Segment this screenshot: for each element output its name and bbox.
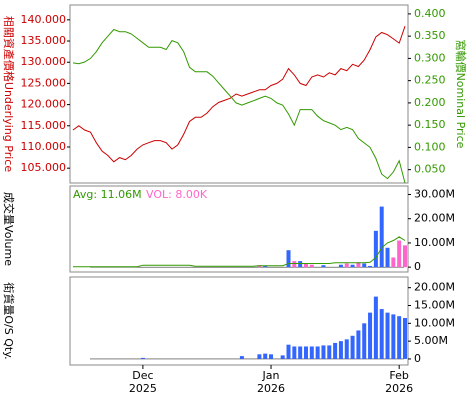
bar [303, 263, 308, 268]
tick-label: 120.000 [21, 98, 67, 111]
tick-label: 10.00M [414, 316, 455, 329]
bar [373, 230, 378, 268]
bar [338, 341, 343, 359]
bar [356, 330, 361, 359]
bar [333, 342, 338, 359]
bar [309, 346, 314, 359]
bar [338, 264, 343, 268]
x-tick-label: Dec [132, 369, 153, 382]
tick-label: 0.200 [414, 96, 446, 109]
bar [362, 263, 367, 268]
panel-frame [69, 4, 409, 184]
tick-label: 0.350 [414, 29, 446, 42]
price-line [72, 28, 406, 184]
axis-title: 街貨量O/S Qty. [2, 282, 16, 359]
bar [403, 245, 407, 268]
tick-label: 0 [414, 260, 421, 273]
bar [344, 263, 349, 268]
bar [263, 353, 268, 359]
axis-title: 窩輪價Nominal Price [454, 40, 468, 149]
tick-label: 0.250 [414, 74, 446, 87]
bar [140, 357, 145, 359]
bar [397, 316, 402, 359]
x-tick-label: 2025 [129, 382, 157, 395]
bar [350, 335, 355, 359]
bar [362, 323, 367, 359]
tick-label: 20.00M [414, 281, 455, 294]
tick-label: 20.00M [414, 212, 455, 225]
tick-label: 125.000 [21, 76, 67, 89]
axis-title: 相關資產價格Underlying Price [2, 16, 16, 172]
tick-label: 5.00M [414, 334, 448, 347]
bar [368, 312, 373, 359]
x-tick-label: 2026 [385, 382, 413, 395]
tick-label: 0 [414, 352, 421, 365]
x-tick-label: Feb [389, 369, 408, 382]
tick-label: 10.00M [414, 236, 455, 249]
bar [298, 261, 303, 268]
tick-label: 105.000 [21, 161, 67, 174]
tick-label: 0.300 [414, 51, 446, 64]
axis-title: 成交量Volume [2, 192, 16, 266]
panel-frame [69, 185, 409, 273]
tick-label: 0.150 [414, 118, 446, 131]
bar [397, 240, 402, 268]
bar [257, 354, 262, 359]
bar [385, 312, 390, 359]
bar [391, 314, 396, 359]
avg-line [73, 236, 406, 268]
tick-label: 110.000 [21, 140, 67, 153]
bar [385, 247, 390, 268]
avg-label: Avg: 11.06M [73, 188, 142, 201]
bar [321, 265, 326, 268]
bar [321, 345, 326, 359]
bar [298, 346, 303, 359]
bar [315, 346, 320, 359]
bar [263, 265, 268, 268]
bar [379, 309, 384, 359]
tick-label: 30.00M [414, 187, 455, 200]
bar [303, 346, 308, 359]
tick-label: 0.400 [414, 7, 446, 20]
bar [327, 345, 332, 359]
bar [292, 346, 297, 359]
bar [269, 354, 274, 359]
bar [280, 355, 285, 359]
bar [286, 344, 291, 359]
tick-label: 115.000 [21, 119, 67, 132]
bar [368, 265, 373, 268]
x-tick-label: 2026 [257, 382, 285, 395]
tick-label: 130.000 [21, 55, 67, 68]
bar [356, 262, 361, 268]
vol-label: VOL: 8.00K [146, 188, 208, 201]
price-line [72, 26, 406, 163]
bar [239, 356, 244, 359]
tick-label: 15.00M [414, 299, 455, 312]
bar [350, 264, 355, 268]
tick-label: 0.100 [414, 140, 446, 153]
tick-label: 140.000 [21, 13, 67, 26]
bar [292, 261, 297, 268]
bar [373, 296, 378, 359]
tick-label: 135.000 [21, 34, 67, 47]
bar [391, 257, 396, 268]
bar [403, 317, 407, 359]
bar [309, 264, 314, 268]
x-tick-label: Jan [262, 369, 280, 382]
bar [286, 250, 291, 268]
tick-label: 0.050 [414, 163, 446, 176]
bar [379, 206, 384, 268]
bar [344, 339, 349, 359]
